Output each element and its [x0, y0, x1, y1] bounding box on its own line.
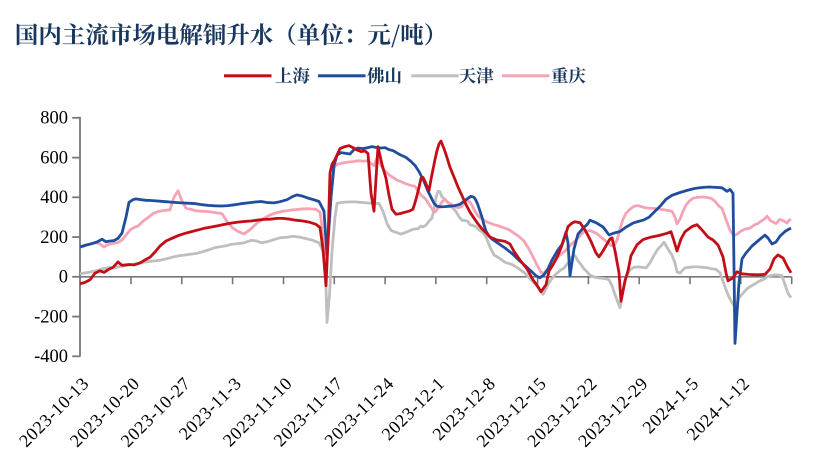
- svg-text:200: 200: [40, 228, 68, 248]
- svg-text:-400: -400: [34, 347, 68, 367]
- svg-text:-200: -200: [34, 307, 68, 327]
- svg-text:0: 0: [59, 268, 68, 288]
- svg-text:600: 600: [40, 148, 68, 168]
- svg-text:400: 400: [40, 188, 68, 208]
- svg-text:800: 800: [40, 109, 68, 129]
